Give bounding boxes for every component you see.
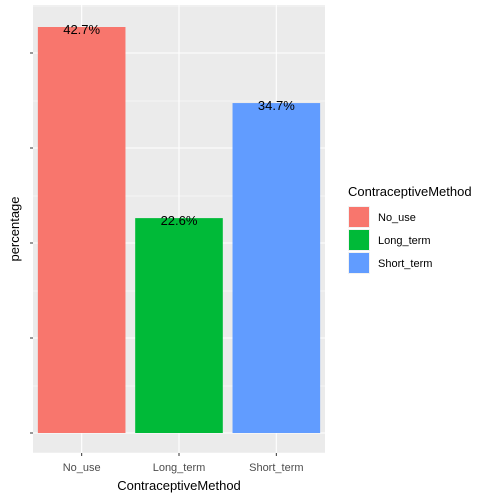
- bar-value-label: 34.7%: [258, 98, 295, 113]
- x-tick-label: No_use: [63, 462, 101, 474]
- y-axis-title: percentage: [7, 196, 22, 261]
- x-tick-label: Short_term: [249, 462, 303, 474]
- legend-label: Long_term: [378, 235, 431, 247]
- bars: [37, 27, 321, 433]
- x-axis-title: ContraceptiveMethod: [117, 478, 241, 493]
- x-axis-ticks: No_use Long_term Short_term: [63, 453, 304, 474]
- legend-swatch: [349, 230, 369, 250]
- legend: ContraceptiveMethod No_use Long_term Short…: [348, 184, 472, 274]
- legend-swatch: [349, 253, 369, 273]
- y-axis-ticks: [30, 52, 33, 434]
- bar-value-labels: 42.7% 22.6% 34.7%: [63, 22, 295, 228]
- bar-value-label: 22.6%: [161, 213, 198, 228]
- bar-long-term: [135, 218, 223, 433]
- legend-title: ContraceptiveMethod: [348, 184, 472, 199]
- legend-label: No_use: [378, 212, 416, 224]
- bar-short-term: [232, 103, 321, 433]
- bar-no-use: [37, 27, 126, 433]
- x-tick-label: Long_term: [153, 462, 206, 474]
- bar-value-label: 42.7%: [63, 22, 100, 37]
- legend-swatch: [349, 207, 369, 227]
- legend-label: Short_term: [378, 258, 432, 270]
